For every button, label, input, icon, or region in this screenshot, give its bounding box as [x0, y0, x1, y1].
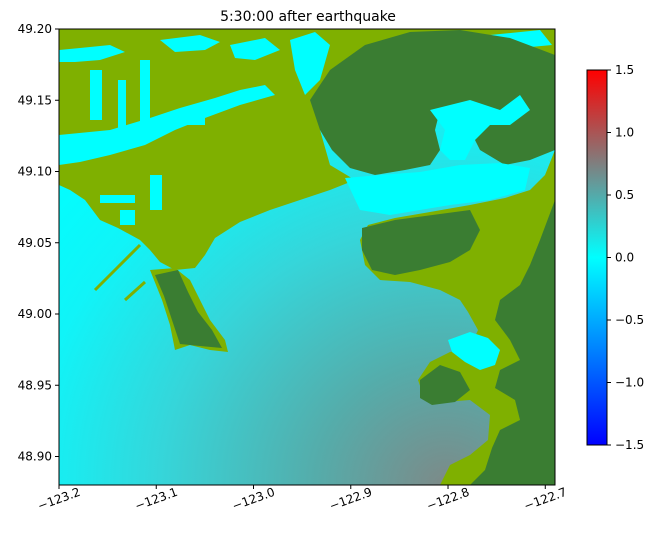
map-plot	[59, 29, 555, 485]
y-tick-label: 49.15	[18, 93, 52, 107]
x-tick-label: −122.9	[327, 485, 374, 513]
south-upland-patch	[420, 365, 470, 405]
x-tick-label: −122.8	[425, 485, 472, 513]
x-tick-label: −123.2	[36, 485, 83, 513]
map-title: 5:30:00 after earthquake	[220, 9, 396, 25]
northeast-upland	[310, 30, 555, 175]
plot-frame	[58, 28, 556, 486]
northeast-bay-water	[430, 95, 530, 160]
y-tick-label: 48.90	[18, 450, 52, 464]
east-upland-south	[470, 200, 555, 485]
y-tick-label: 49.10	[18, 165, 52, 179]
colorbar-gradient	[586, 69, 608, 446]
y-tick-label: 49.20	[18, 22, 52, 36]
x-tick-label: −123.0	[230, 485, 277, 513]
y-tick-label: 48.95	[18, 378, 52, 392]
colorbar-tick-label: 0.5	[615, 188, 634, 202]
point-roberts-upland	[155, 270, 222, 348]
colorbar-tick-label: 1.5	[615, 63, 634, 77]
colorbar-ticks: 1.5 1.0 0.5 0.0 −0.5 −1.0 −1.5	[607, 63, 644, 452]
x-axis: −123.2 −123.1 −123.0 −122.9 −122.8 −122.7	[36, 485, 569, 513]
x-tick-label: −123.1	[133, 485, 180, 513]
jetties	[93, 243, 147, 302]
burrard-water	[345, 163, 530, 215]
colorbar-tick-label: −1.5	[615, 438, 644, 452]
colorbar-tick-label: 1.0	[615, 126, 634, 140]
colorbar-tick-label: −0.5	[615, 313, 644, 327]
colorbar-tick-label: −1.0	[615, 376, 644, 390]
x-tick-label: −122.7	[522, 485, 569, 513]
lowland-channels	[59, 30, 552, 225]
y-tick-label: 49.00	[18, 307, 52, 321]
y-tick-label: 49.05	[18, 236, 52, 250]
colorbar: 1.5 1.0 0.5 0.0 −0.5 −1.0 −1.5	[586, 63, 644, 452]
y-axis: 49.20 49.15 49.10 49.05 49.00 48.95 48.90	[18, 22, 59, 464]
north-lowland	[59, 29, 555, 270]
colorbar-tick-label: 0.0	[615, 251, 634, 265]
semiahmoo-bay-water	[448, 332, 500, 370]
east-upland-central	[362, 210, 480, 275]
